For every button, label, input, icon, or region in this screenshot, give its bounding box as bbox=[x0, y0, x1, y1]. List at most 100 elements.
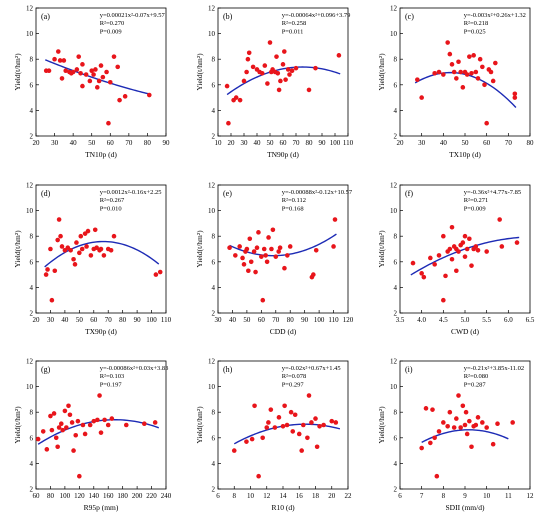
data-point bbox=[152, 420, 158, 425]
data-point bbox=[240, 255, 245, 261]
x-tick-label: 90 bbox=[134, 316, 142, 324]
data-point bbox=[464, 72, 470, 77]
panel-label: (i) bbox=[405, 365, 413, 374]
x-tick-label: 20 bbox=[397, 139, 405, 147]
data-point bbox=[94, 85, 100, 90]
data-point bbox=[285, 67, 291, 72]
x-axis-label: SDII (mm/d) bbox=[446, 503, 485, 512]
data-point bbox=[454, 416, 459, 421]
y-tick-label: 8 bbox=[30, 56, 34, 64]
data-point bbox=[493, 60, 498, 66]
x-tick-label: 70 bbox=[505, 139, 513, 147]
panel-f: 3.5 4.0 4.5 5.0 5.5 6.0 6.5 2 4 6 8 10 12 CWD (d) Yiel… bbox=[377, 182, 535, 337]
data-point bbox=[441, 297, 446, 303]
y-tick-label: 8 bbox=[30, 409, 34, 417]
data-point bbox=[252, 403, 257, 409]
x-tick-label: 100 bbox=[330, 139, 341, 147]
data-point bbox=[488, 69, 494, 75]
y-tick-label: 12 bbox=[26, 182, 34, 190]
x-tick-label: 50 bbox=[88, 139, 96, 147]
data-point bbox=[259, 70, 265, 76]
x-tick-label: 40 bbox=[61, 316, 69, 324]
x-tick-label: 6 bbox=[398, 492, 402, 500]
data-point bbox=[495, 421, 500, 427]
data-point bbox=[447, 51, 453, 57]
panel-i: 6 7 8 9 10 11 12 2 4 6 8 10 12 SDII (mm/d) Yield(t/hm²… bbox=[377, 358, 534, 513]
data-point bbox=[280, 423, 286, 429]
data-point bbox=[419, 95, 424, 100]
data-point bbox=[428, 440, 433, 446]
x-tick-label: 70 bbox=[293, 139, 301, 147]
fit-annotation: y=-0.02x²+0.67x+1.45 bbox=[282, 365, 341, 372]
data-point bbox=[276, 415, 282, 420]
data-point bbox=[447, 246, 453, 252]
data-point bbox=[329, 418, 335, 424]
data-point bbox=[244, 439, 249, 444]
x-tick-label: 20 bbox=[33, 316, 41, 324]
y-tick-label: 10 bbox=[26, 30, 34, 38]
x-tick-label: 6.0 bbox=[504, 316, 513, 324]
data-point bbox=[106, 120, 111, 126]
x-axis-label: TX90p (d) bbox=[85, 327, 117, 336]
data-point bbox=[98, 63, 104, 68]
data-point bbox=[410, 260, 416, 266]
data-point bbox=[456, 393, 461, 398]
panel-c: 20 30 40 50 60 70 80 2 4 6 8 10 12 TX10p (d) Yield(t/h… bbox=[377, 5, 534, 160]
y-tick-label: 8 bbox=[394, 409, 398, 417]
x-tick-label: 100 bbox=[314, 316, 325, 324]
data-point bbox=[153, 272, 159, 277]
x-tick-label: 8 bbox=[442, 492, 446, 500]
data-point bbox=[469, 70, 474, 76]
data-point bbox=[249, 436, 255, 442]
data-point bbox=[55, 237, 60, 243]
data-point bbox=[287, 72, 292, 77]
fit-curve bbox=[44, 240, 160, 268]
data-point bbox=[104, 69, 109, 75]
y-axis-label: Yield(t/hm²) bbox=[13, 406, 22, 444]
data-point bbox=[454, 76, 459, 81]
data-point bbox=[53, 435, 59, 441]
y-tick-label: 4 bbox=[212, 107, 216, 115]
data-point bbox=[84, 244, 89, 249]
y-tick-label: 4 bbox=[30, 284, 34, 292]
data-point bbox=[473, 422, 479, 428]
fit-annotation: R²=0.271 bbox=[464, 197, 489, 204]
x-tick-label: 90 bbox=[301, 316, 309, 324]
data-point bbox=[471, 53, 476, 58]
fit-annotation: P=0.009 bbox=[100, 28, 122, 35]
fit-annotation: R²=0.267 bbox=[100, 197, 125, 204]
x-tick-label: 7 bbox=[420, 492, 424, 500]
data-point bbox=[233, 253, 238, 258]
data-point bbox=[256, 230, 261, 235]
data-point bbox=[251, 249, 257, 254]
x-tick-label: 14 bbox=[280, 492, 288, 500]
y-tick-label: 8 bbox=[394, 56, 398, 64]
fit-annotation: y=-0.21x²+3.85x-11.02 bbox=[464, 365, 525, 372]
y-tick-label: 2 bbox=[30, 486, 34, 494]
x-tick-label: 9 bbox=[463, 492, 467, 500]
data-point bbox=[436, 429, 442, 434]
x-tick-label: 90 bbox=[163, 139, 171, 147]
y-tick-label: 4 bbox=[394, 107, 398, 115]
panel-g: 60 80 100 120 140 160 180 200 220 240 2 4 6 8 10 12 R95p… bbox=[13, 358, 172, 513]
data-point bbox=[58, 421, 64, 427]
data-point bbox=[287, 244, 293, 249]
x-tick-label: 10 bbox=[215, 139, 223, 147]
x-tick-label: 10 bbox=[483, 492, 491, 500]
fit-annotation: y=-0.003x²+0.26x+1.32 bbox=[464, 12, 526, 19]
data-point bbox=[311, 272, 316, 277]
x-tick-label: 120 bbox=[343, 316, 354, 324]
panel-d: 20 30 40 50 60 70 80 90 100 110 2 4 6 8 10 12 TX90p (d) Y… bbox=[13, 182, 172, 337]
data-point bbox=[332, 217, 338, 222]
x-tick-label: 50 bbox=[462, 139, 470, 147]
x-tick-label: 60 bbox=[258, 316, 266, 324]
plot-frame bbox=[35, 360, 167, 490]
data-point bbox=[254, 245, 260, 251]
data-point bbox=[419, 445, 424, 451]
x-tick-label: 16 bbox=[296, 492, 304, 500]
data-point bbox=[237, 97, 243, 103]
data-point bbox=[269, 246, 274, 252]
y-tick-label: 10 bbox=[208, 207, 216, 215]
y-tick-label: 6 bbox=[30, 434, 34, 442]
